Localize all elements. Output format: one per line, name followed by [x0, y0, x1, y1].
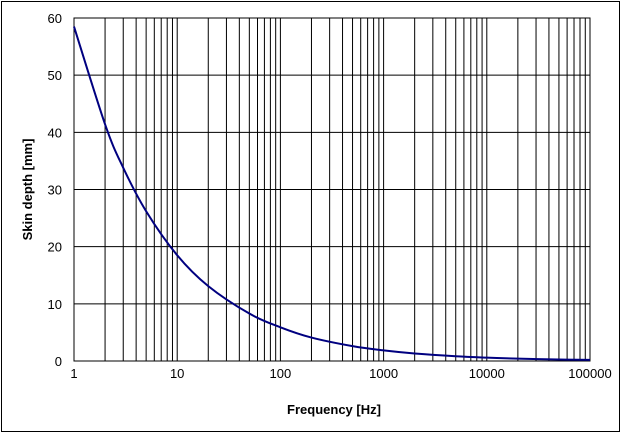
- y-tick-label: 40: [48, 125, 62, 140]
- y-tick-label: 30: [48, 183, 62, 198]
- x-tick-label: 100: [270, 366, 292, 381]
- x-axis-title: Frequency [Hz]: [287, 402, 381, 417]
- x-tick-label: 1: [70, 366, 77, 381]
- series-line: [73, 26, 591, 361]
- plot-area-border: [73, 17, 591, 362]
- y-tick-label: 20: [48, 240, 62, 255]
- x-tick-label: 1000: [369, 366, 398, 381]
- grid-layer: [73, 17, 591, 362]
- series-layer: [73, 26, 591, 361]
- y-tick-label: 60: [48, 11, 62, 26]
- y-axis-title: Skin depth [mm]: [20, 139, 35, 241]
- y-tick-label: 10: [48, 297, 62, 312]
- x-tick-label: 10000: [469, 366, 505, 381]
- tick-labels: 0 10 20 30 40 50 60 1 10 100 1000 10000 100000: [48, 11, 612, 381]
- x-tick-label: 100000: [568, 366, 611, 381]
- y-tick-label: 50: [48, 68, 62, 83]
- y-tick-label: 0: [55, 354, 62, 369]
- x-tick-label: 10: [170, 366, 184, 381]
